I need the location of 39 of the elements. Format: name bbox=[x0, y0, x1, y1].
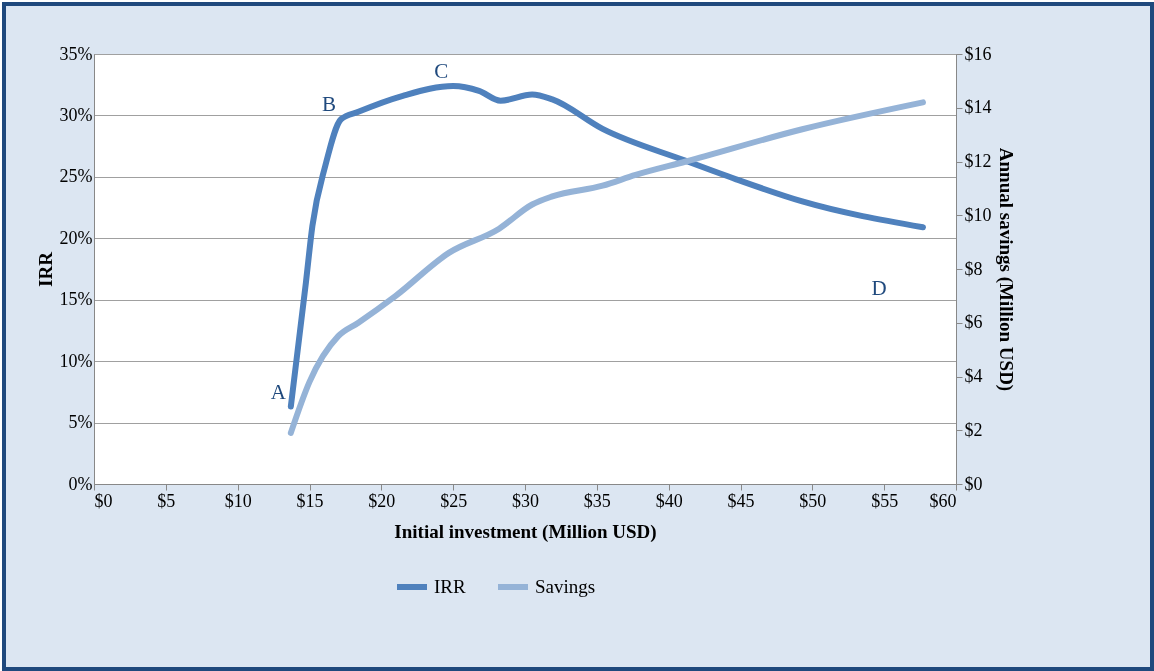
y-tick-label: 10% bbox=[59, 350, 93, 371]
y-tick-label: 5% bbox=[68, 412, 93, 433]
y2-tick-label: $2 bbox=[964, 419, 983, 440]
annotation: A bbox=[270, 379, 287, 404]
x-tick-label: $40 bbox=[655, 490, 683, 511]
x-tick-label: $45 bbox=[727, 490, 755, 511]
x-tick-label: $55 bbox=[871, 490, 899, 511]
y-tick-label: 30% bbox=[59, 104, 93, 125]
annotation: B bbox=[322, 92, 337, 117]
y-tick-label: 0% bbox=[68, 473, 93, 494]
y-axis-title: IRR bbox=[34, 251, 56, 287]
x-axis-title: Initial investment (Million USD) bbox=[394, 520, 657, 543]
y2-axis-title: Annual savings (Million USD) bbox=[994, 147, 1017, 392]
x-tick-label: $30 bbox=[512, 490, 539, 511]
y2-tick-label: $10 bbox=[964, 204, 992, 225]
annotation: C bbox=[434, 58, 449, 83]
legend-label: Savings bbox=[535, 576, 596, 597]
x-tick-label: $0 bbox=[94, 490, 113, 511]
y-tick-label: 15% bbox=[59, 289, 93, 310]
x-tick-label: $25 bbox=[440, 490, 468, 511]
y2-tick-label: $0 bbox=[964, 473, 983, 494]
y-tick-label: 35% bbox=[59, 43, 93, 64]
y2-tick-label: $16 bbox=[964, 43, 992, 64]
annotation: D bbox=[871, 276, 887, 300]
y2-tick-label: $12 bbox=[964, 151, 992, 171]
x-tick-label: $15 bbox=[296, 490, 324, 511]
x-tick-label: $35 bbox=[583, 490, 611, 511]
y2-tick-label: $8 bbox=[964, 258, 983, 279]
x-tick-label: $20 bbox=[368, 490, 396, 511]
y-tick-label: 20% bbox=[59, 227, 93, 248]
y2-tick-label: $4 bbox=[964, 366, 983, 386]
x-tick-label: $5 bbox=[157, 490, 176, 511]
y2-tick-label: $6 bbox=[964, 312, 983, 333]
y2-tick-label: $14 bbox=[964, 97, 992, 118]
x-tick-label: $50 bbox=[799, 490, 827, 511]
legend-label: IRR bbox=[434, 576, 466, 597]
x-tick-label: $10 bbox=[224, 490, 252, 511]
x-tick-label: $60 bbox=[929, 490, 957, 511]
y-tick-label: 25% bbox=[59, 166, 93, 187]
